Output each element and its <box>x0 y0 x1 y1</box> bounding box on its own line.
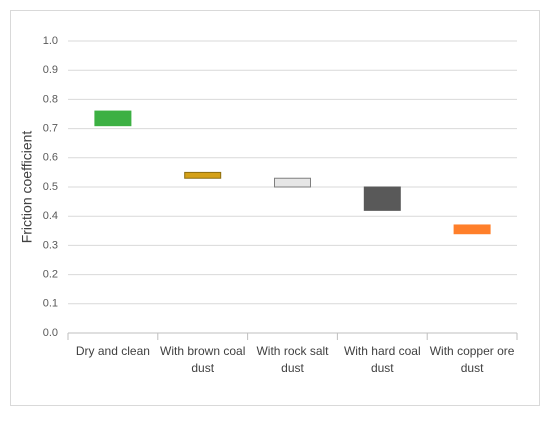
y-tick-label: 0.9 <box>43 64 58 76</box>
x-tick-label-box: With copper ore dust <box>429 344 515 375</box>
y-tick-label: 0.2 <box>43 269 58 281</box>
x-tick-label-box: With hard coal dust <box>343 344 421 375</box>
bar <box>94 110 132 127</box>
x-tick-label-box: Dry and clean <box>75 344 150 358</box>
y-tick-label: 0.7 <box>43 123 58 135</box>
x-tick-label: With copper ore dust <box>429 344 515 375</box>
bar <box>184 171 222 179</box>
y-tick-label: 0.1 <box>43 298 58 310</box>
y-tick-label: 0.0 <box>43 327 58 339</box>
x-tick-label: With hard coal dust <box>343 344 421 375</box>
bar <box>274 177 311 188</box>
y-tick-label: 0.6 <box>43 152 58 164</box>
x-tick-label-box: With brown coal dust <box>160 344 246 375</box>
y-tick-label: 0.8 <box>43 93 58 105</box>
y-tick-label: 1.0 <box>43 35 58 47</box>
bar <box>363 186 401 211</box>
x-tick-label-box: With rock salt dust <box>256 344 329 375</box>
x-tick-label: Dry and clean <box>75 344 150 358</box>
chart-frame <box>10 10 540 406</box>
x-tick-label: With rock salt dust <box>256 344 329 375</box>
y-axis-label: Friction coefficient <box>19 131 35 244</box>
y-tick-label: 0.5 <box>43 181 58 193</box>
y-tick-label: 0.3 <box>43 239 58 251</box>
y-tick-label: 0.4 <box>43 210 58 222</box>
bar <box>453 224 491 235</box>
x-tick-label: With brown coal dust <box>160 344 246 375</box>
